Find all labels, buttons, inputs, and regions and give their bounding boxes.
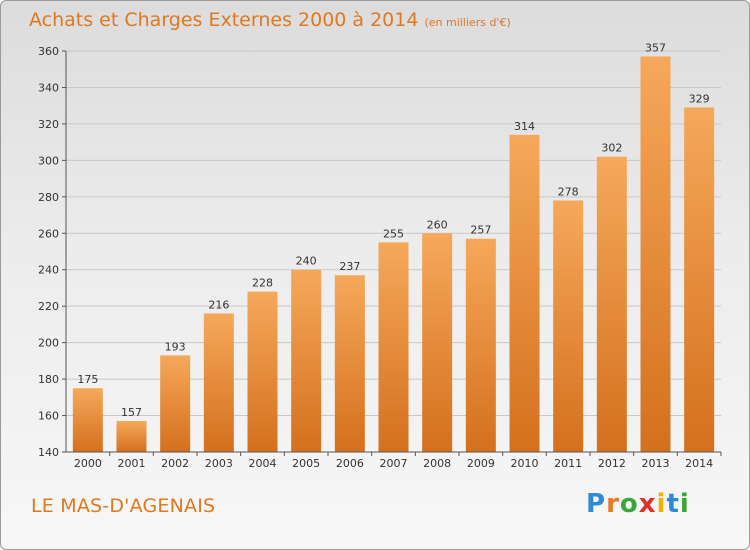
logo-letter: r (606, 489, 620, 519)
chart-subtitle: (en milliers d'€) (424, 16, 511, 29)
bar-2011 (553, 200, 584, 452)
bar-2009 (465, 238, 496, 452)
bar-2010 (509, 134, 540, 452)
bar-2006 (334, 275, 365, 452)
value-label: 314 (514, 120, 535, 133)
logo-letter: P (586, 489, 607, 519)
y-tick-label: 180 (38, 373, 59, 386)
y-tick-label: 140 (38, 446, 59, 459)
value-label: 237 (339, 260, 360, 273)
axes: 140 160 180 200 220 240 260 280 300 320 340 360 2000… (38, 45, 722, 470)
x-tick-label: 2008 (423, 457, 451, 470)
x-tick-label: 2009 (467, 457, 495, 470)
logo-letter: o (619, 489, 639, 519)
bar-2012 (596, 156, 627, 452)
y-tick-label: 200 (38, 337, 59, 350)
value-label: 228 (252, 277, 273, 290)
y-tick-label: 280 (38, 191, 59, 204)
bar-2000 (72, 388, 103, 452)
value-label: 357 (645, 41, 666, 54)
bar-2005 (291, 269, 322, 452)
x-tick-label: 2012 (598, 457, 626, 470)
x-tick-label: 2004 (249, 457, 277, 470)
logo-letter: x (638, 489, 657, 519)
commune-name: LE MAS-D'AGENAIS (31, 495, 216, 517)
chart-title-text: Achats et Charges Externes 2000 à 2014 (29, 9, 419, 31)
value-label: 240 (296, 255, 317, 268)
proxiti-logo: Proxiti (586, 489, 690, 519)
value-label: 175 (77, 373, 98, 386)
value-label: 157 (121, 406, 142, 419)
x-tick-label: 2014 (685, 457, 713, 470)
bar-2004 (247, 291, 278, 452)
x-tick-label: 2013 (642, 457, 670, 470)
y-tick-label: 360 (38, 45, 59, 58)
x-tick-label: 2000 (74, 457, 102, 470)
value-label: 260 (427, 218, 448, 231)
value-label: 257 (470, 224, 491, 237)
x-tick-label: 2011 (554, 457, 582, 470)
y-tick-label: 340 (38, 81, 59, 94)
bar-2008 (422, 233, 453, 452)
value-label: 278 (558, 185, 579, 198)
value-label: 193 (165, 340, 186, 353)
x-tick-label: 2002 (161, 457, 189, 470)
x-tick-label: 2007 (380, 457, 408, 470)
value-label: 255 (383, 227, 404, 240)
bar-2007 (378, 242, 409, 452)
logo-letter: t (666, 489, 680, 519)
logo-letter: i (656, 489, 667, 519)
bar-2002 (160, 355, 191, 452)
bar-2003 (203, 313, 234, 452)
logo-letter: i (679, 489, 690, 519)
value-label: 302 (601, 142, 622, 155)
x-tick-label: 2005 (292, 457, 320, 470)
bar-2001 (116, 421, 147, 452)
y-tick-label: 320 (38, 118, 59, 131)
x-tick-label: 2003 (205, 457, 233, 470)
x-tick-label: 2010 (511, 457, 539, 470)
value-label: 216 (208, 298, 229, 311)
bar-2014 (684, 107, 715, 452)
y-tick-label: 260 (38, 227, 59, 240)
y-tick-label: 300 (38, 154, 59, 167)
bar-2013 (640, 56, 671, 453)
x-tick-label: 2001 (118, 457, 146, 470)
x-tick-label: 2006 (336, 457, 364, 470)
y-tick-label: 220 (38, 300, 59, 313)
bars: 175 157 193 216 228 240 237 255 260 257 314 278 302 3… (72, 41, 715, 453)
y-tick-label: 160 (38, 410, 59, 423)
chart-title: Achats et Charges Externes 2000 à 2014 (e… (29, 9, 511, 31)
y-tick-label: 240 (38, 264, 59, 277)
value-label: 329 (689, 93, 710, 106)
